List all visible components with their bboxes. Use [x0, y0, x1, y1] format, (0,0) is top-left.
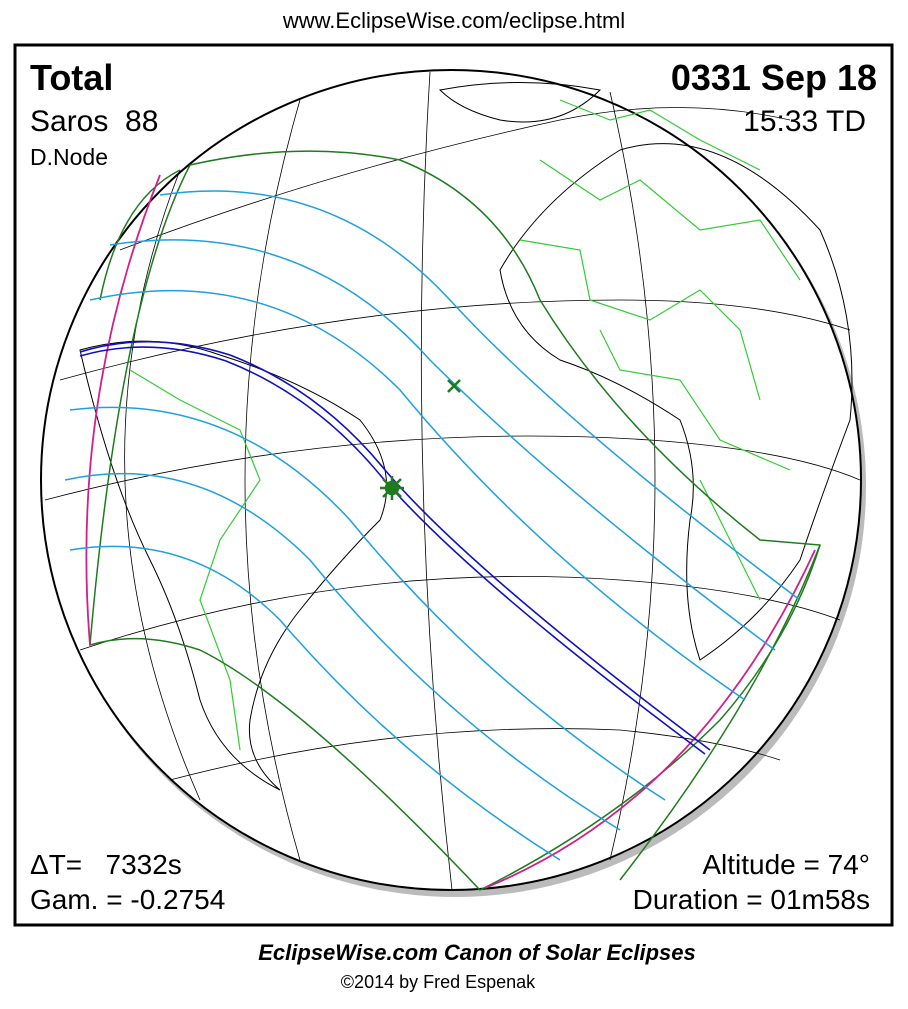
duration: Duration = 01m58s [633, 884, 870, 915]
borders [129, 99, 801, 751]
rise-set-curve [85, 174, 161, 646]
saros: Saros 88 [30, 105, 158, 138]
copyright: ©2014 by Fred Espenak [341, 972, 536, 992]
delta-t: ΔT= 7332s [30, 849, 182, 880]
eclipse-type: Total [30, 57, 113, 98]
penumbra-limits [89, 150, 821, 891]
footer-title: EclipseWise.com Canon of Solar Eclipses [258, 940, 696, 965]
altitude: Altitude = 74° [702, 849, 870, 880]
url: www.EclipseWise.com/eclipse.html [282, 8, 625, 33]
globe-disc [40, 69, 862, 891]
magnitude-curves [64, 190, 801, 861]
eclipse-date: 0331 Sep 18 [671, 57, 877, 98]
central-path [79, 340, 711, 755]
gamma: Gam. = -0.2754 [30, 884, 225, 915]
continents [79, 82, 853, 791]
node: D.Node [30, 144, 108, 170]
rise-set-curve [484, 549, 816, 889]
subsolar-marker [447, 379, 461, 393]
graticule [44, 71, 861, 891]
globe [40, 69, 866, 897]
greatest-eclipse-marker [380, 476, 404, 500]
time: 15:33 TD [743, 105, 866, 138]
